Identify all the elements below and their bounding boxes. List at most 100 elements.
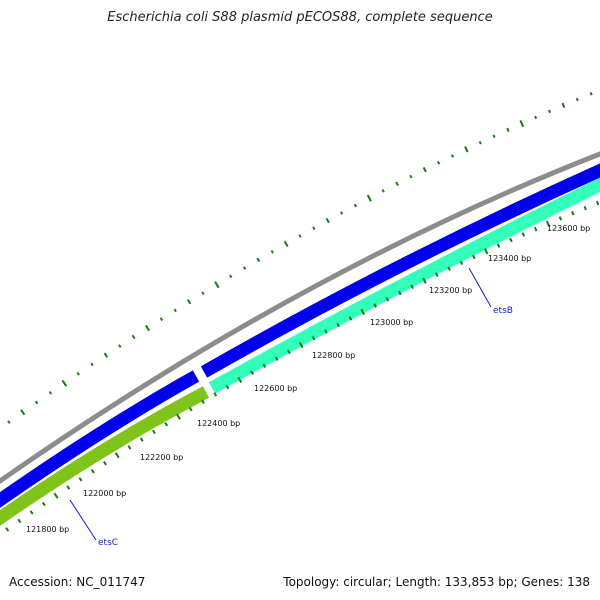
gc-tick (422, 166, 427, 173)
scale-tick-label: 123000 bp (370, 318, 413, 327)
gc-tick (366, 194, 372, 202)
scale-tick (188, 406, 193, 412)
gc-tick (48, 390, 53, 395)
gene-leader-line (468, 267, 492, 308)
scale-tick (311, 336, 316, 341)
scale-tick (298, 341, 304, 349)
scale-tick (484, 248, 489, 255)
scale-tick (397, 290, 402, 296)
gc-tick (229, 274, 233, 279)
scale-tick (336, 322, 340, 328)
gc-tick (145, 324, 150, 332)
scale-tick-label: 122800 bp (312, 351, 355, 360)
gc-tick (242, 266, 247, 270)
scale-tick-label: 123600 bp (547, 224, 590, 233)
scale-tick-label: 122400 bp (197, 419, 240, 428)
gc-tick (534, 115, 538, 120)
gc-tick (118, 344, 122, 348)
scale-tick (103, 460, 107, 466)
gc-tick (173, 308, 177, 313)
scale-tick (521, 232, 526, 237)
scale-tick (545, 220, 551, 227)
scale-tick (164, 422, 169, 427)
gc-tick (506, 127, 510, 133)
scale-tick (447, 266, 451, 271)
map-title: Escherichia coli S88 plasmid pECOS88, co… (107, 10, 493, 25)
scale-tick (360, 308, 366, 316)
gc-tick (103, 352, 109, 358)
gc-tick (395, 181, 399, 186)
scale-tick-label: 123200 bp (429, 286, 472, 295)
scale-tick (5, 527, 10, 532)
scale-tick (324, 329, 328, 334)
scale-tick (571, 210, 575, 216)
gc-tick (61, 379, 68, 387)
reverse-cds-feature-etsC[interactable] (0, 386, 210, 526)
forward-cds-feature[interactable] (0, 370, 200, 508)
gc-tick (90, 362, 94, 367)
gc-tick (7, 420, 11, 424)
gene-leader-line (69, 499, 97, 541)
scale-tick (90, 469, 95, 474)
scale-tick (176, 413, 181, 420)
gc-tick (561, 102, 566, 109)
gc-tick (492, 134, 496, 139)
scale-tick (509, 237, 513, 243)
scale-tick (41, 501, 46, 507)
scale-tick (435, 272, 439, 277)
gc-tick (76, 371, 80, 376)
scale-tick (78, 477, 83, 482)
scale-tick (274, 356, 279, 361)
gc-tick (186, 299, 192, 305)
scale-tick-label: 122200 bp (140, 453, 183, 462)
scale-tick-label: 123400 bp (488, 254, 531, 263)
scale-tick-label: 121800 bp (26, 525, 69, 534)
scale-tick (583, 205, 587, 211)
gene-labels: etsC etsB (69, 267, 513, 548)
gc-tick (353, 203, 358, 208)
scale-tick (422, 277, 427, 284)
summary-text: Topology: circular; Length: 133,853 bp; … (283, 575, 590, 589)
gc-tick (437, 160, 441, 165)
reverse-cds-feature-etsB[interactable] (208, 177, 600, 394)
scale-tick (152, 429, 156, 435)
scale-tick (262, 363, 267, 368)
accession-text: Accession: NC_011747 (9, 575, 146, 589)
gc-tick (450, 154, 455, 158)
scale-tick (385, 296, 390, 302)
gc-tick (34, 400, 39, 405)
scale-tick (114, 452, 120, 459)
scale-tick (127, 445, 132, 450)
gc-tick (159, 317, 164, 321)
scale-tick-label: 122000 bp (83, 489, 126, 498)
scale-tick (213, 392, 218, 397)
gene-label-etsB[interactable]: etsB (493, 306, 513, 316)
scale-tick (459, 260, 464, 266)
gc-tick (312, 226, 316, 231)
gc-tick (256, 257, 261, 263)
gc-tick (20, 409, 26, 416)
gc-tick (464, 146, 469, 153)
scale-tick (533, 226, 538, 232)
gc-tick (519, 120, 525, 128)
gc-tick (409, 174, 413, 179)
gc-tick (575, 97, 579, 102)
scale-tick (287, 349, 291, 355)
scale-tick (496, 243, 501, 248)
scale-tick (225, 384, 230, 390)
gc-tick (548, 109, 552, 114)
scale-tick (17, 518, 22, 524)
gc-tick (283, 240, 289, 247)
scale-tick (237, 376, 243, 384)
scale-ticks: 121800 bp 122000 bp 122200 bp 122400 bp 1226… (5, 200, 600, 534)
scale-tick (472, 254, 476, 260)
forward-cds-feature[interactable] (200, 163, 600, 378)
scale-tick (373, 303, 377, 308)
gc-tick (298, 234, 302, 238)
scale-tick (558, 216, 563, 221)
gene-label-etsC[interactable]: etsC (98, 538, 118, 548)
scale-tick (250, 370, 254, 376)
gc-tick (270, 250, 274, 254)
scale-tick (53, 492, 59, 499)
